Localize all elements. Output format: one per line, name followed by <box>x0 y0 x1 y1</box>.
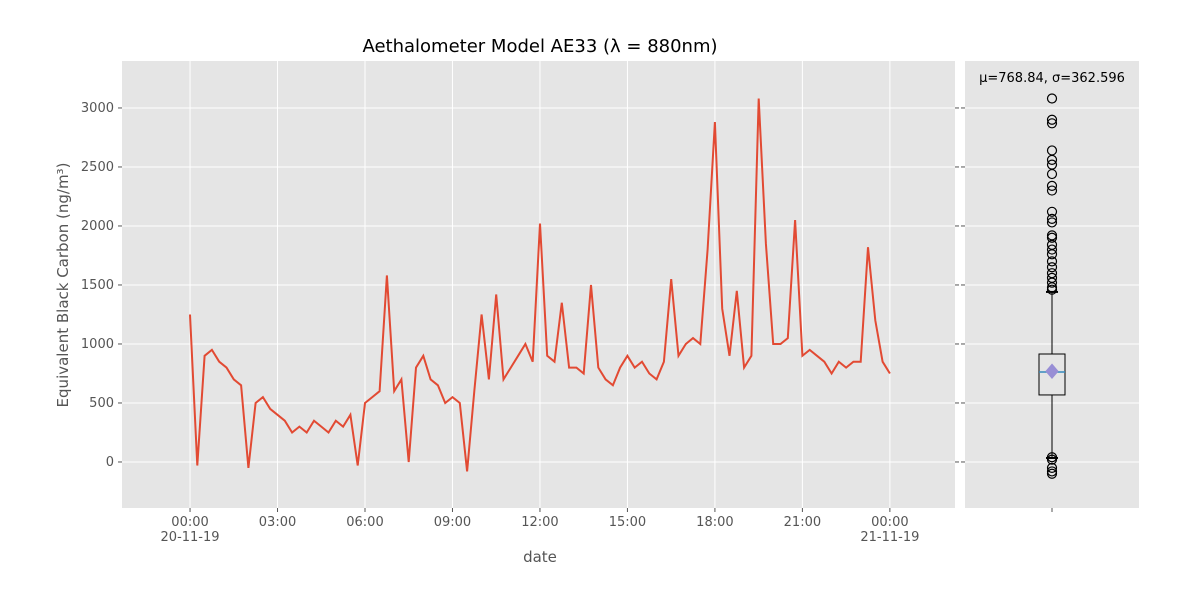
y-tick-label: 500 <box>89 396 114 411</box>
x-tick-label: 06:00 <box>346 515 383 530</box>
x-tick-label: 00:00 20-11-19 <box>161 515 220 545</box>
y-tick-label: 3000 <box>81 101 114 116</box>
flier <box>1046 468 1058 479</box>
flier <box>1046 168 1058 180</box>
x-tick-label: 18:00 <box>696 515 733 530</box>
flier <box>1046 213 1058 224</box>
x-tick-label: 03:00 <box>259 515 296 530</box>
flier <box>1046 118 1058 129</box>
x-tick-label: 00:00 21-11-19 <box>860 515 919 545</box>
y-tick-label: 1000 <box>81 337 114 352</box>
flier <box>1046 114 1058 125</box>
flier <box>1046 284 1058 295</box>
flier <box>1046 262 1058 273</box>
data-line <box>189 98 891 472</box>
y-tick-label: 0 <box>106 455 114 470</box>
y-tick-label: 1500 <box>81 278 114 293</box>
flier <box>1046 462 1058 473</box>
flier <box>1046 206 1058 217</box>
flier <box>1046 185 1058 196</box>
flier <box>1046 232 1058 243</box>
x-axis-label: date <box>523 548 557 566</box>
y-axis-label: Equivalent Black Carbon (ng/m³) <box>54 163 72 408</box>
flier <box>1046 256 1058 267</box>
y-tick-label: 2500 <box>81 160 114 175</box>
flier <box>1046 217 1058 228</box>
chart-title: Aethalometer Model AE33 (λ = 880nm) <box>362 36 717 57</box>
flier <box>1046 180 1058 191</box>
x-tick-label: 21:00 <box>784 515 821 530</box>
stats-annotation: μ=768.84, σ=362.596 <box>979 71 1125 86</box>
x-tick-label: 09:00 <box>434 515 471 530</box>
x-tick-label: 12:00 <box>521 515 558 530</box>
mean-marker <box>1045 363 1059 380</box>
y-tick-label: 2000 <box>81 219 114 234</box>
x-tick-label: 15:00 <box>609 515 646 530</box>
flier <box>1046 244 1058 255</box>
box <box>1038 353 1066 396</box>
flier <box>1046 93 1058 104</box>
flier <box>1046 249 1058 260</box>
flier <box>1046 277 1058 288</box>
flier <box>1046 154 1058 165</box>
flier <box>1046 454 1058 465</box>
